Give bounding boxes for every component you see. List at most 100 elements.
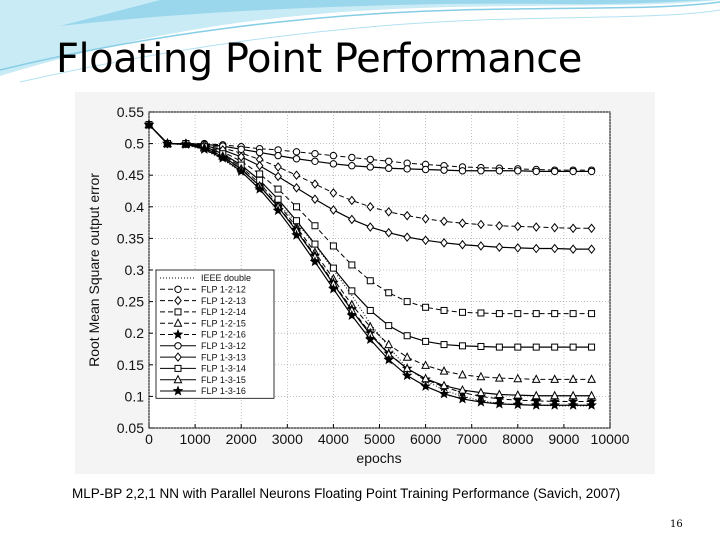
data-point — [568, 390, 578, 400]
data-point — [440, 306, 448, 314]
data-point — [458, 239, 467, 250]
data-point — [348, 287, 356, 295]
legend-label: FLP 1-2-15 — [201, 318, 246, 328]
data-point — [532, 243, 541, 254]
data-point — [532, 222, 541, 232]
data-point — [309, 256, 321, 267]
data-point — [422, 303, 430, 311]
data-point — [569, 223, 577, 234]
grid-lines — [148, 111, 611, 429]
x-tick-label: 1000 — [180, 431, 211, 447]
legend-label: FLP 1-3-13 — [201, 352, 246, 362]
data-point — [458, 384, 467, 394]
header-wave-band — [60, 0, 720, 26]
data-point — [586, 399, 597, 410]
data-point — [311, 194, 319, 205]
legend-item: FLP 1-3-13 — [160, 352, 246, 362]
data-point — [569, 343, 577, 351]
data-point — [458, 342, 466, 350]
data-point — [495, 310, 503, 318]
data-point — [457, 393, 468, 404]
y-tick-label: 0.3 — [125, 262, 145, 278]
data-point — [329, 151, 338, 160]
data-point — [495, 167, 504, 175]
data-point — [274, 171, 282, 182]
data-point — [440, 341, 448, 349]
data-point — [531, 374, 541, 383]
data-point — [494, 398, 505, 409]
x-tick-label: 2000 — [226, 431, 257, 447]
data-point — [235, 165, 247, 176]
slide-number: 16 — [670, 519, 683, 530]
data-point — [293, 217, 301, 225]
data-point — [549, 399, 560, 410]
header-wave-line-2 — [19, 9, 720, 83]
data-point — [384, 207, 393, 217]
legend-marker — [174, 342, 182, 350]
data-point — [532, 167, 540, 176]
series-group — [143, 119, 597, 410]
data-point — [256, 170, 264, 178]
data-point — [401, 369, 413, 381]
data-point — [513, 243, 522, 253]
data-point — [458, 218, 467, 229]
data-point — [403, 232, 412, 242]
legend-marker — [172, 328, 184, 340]
data-point — [199, 143, 210, 154]
data-point — [531, 390, 541, 400]
header-wave-decoration — [0, 0, 720, 83]
x-tick-label: 5000 — [364, 431, 395, 447]
data-point — [366, 222, 375, 232]
data-point — [421, 360, 431, 369]
legend-label: FLP 1-3-16 — [201, 386, 246, 396]
data-point — [311, 222, 319, 230]
data-point — [292, 148, 301, 156]
data-point — [477, 342, 485, 350]
data-point — [254, 183, 265, 194]
data-point — [403, 298, 411, 306]
data-point — [403, 332, 411, 340]
data-point — [274, 162, 282, 172]
data-point — [550, 243, 559, 254]
data-point — [348, 261, 356, 269]
data-point — [348, 153, 356, 162]
data-point — [384, 339, 394, 349]
data-point — [476, 387, 486, 397]
data-point — [532, 343, 540, 351]
data-point — [346, 309, 358, 321]
data-point — [569, 244, 577, 254]
y-tick-label: 0.35 — [117, 230, 144, 246]
data-point — [311, 150, 319, 158]
legend-label: FLP 1-2-12 — [201, 285, 246, 295]
data-point — [292, 155, 301, 163]
data-point — [366, 201, 375, 212]
data-point — [477, 219, 485, 230]
data-point — [550, 222, 559, 233]
data-point — [495, 242, 504, 253]
data-point — [403, 210, 412, 221]
data-point — [421, 214, 430, 224]
data-point — [385, 289, 393, 297]
data-point — [458, 167, 467, 175]
data-point — [440, 216, 448, 227]
x-tick-label: 4000 — [318, 431, 349, 447]
y-tick-label: 0.45 — [117, 167, 144, 183]
data-point — [458, 369, 467, 379]
data-point — [366, 306, 374, 314]
data-point — [495, 220, 504, 231]
legend-marker — [173, 374, 183, 384]
data-point — [347, 214, 356, 225]
data-point — [366, 277, 374, 285]
legend-item: FLP 1-2-12 — [160, 285, 246, 295]
x-axis-label: epochs — [356, 450, 401, 466]
data-point — [385, 164, 393, 172]
data-point — [513, 221, 522, 232]
legend-marker — [174, 295, 182, 306]
y-tick-label: 0.25 — [117, 294, 144, 310]
data-point — [237, 152, 246, 162]
data-point — [292, 170, 301, 181]
data-point — [348, 162, 356, 170]
y-tick-label: 0.05 — [117, 420, 144, 436]
y-tick-label: 0.2 — [125, 325, 145, 341]
data-point — [530, 399, 542, 410]
